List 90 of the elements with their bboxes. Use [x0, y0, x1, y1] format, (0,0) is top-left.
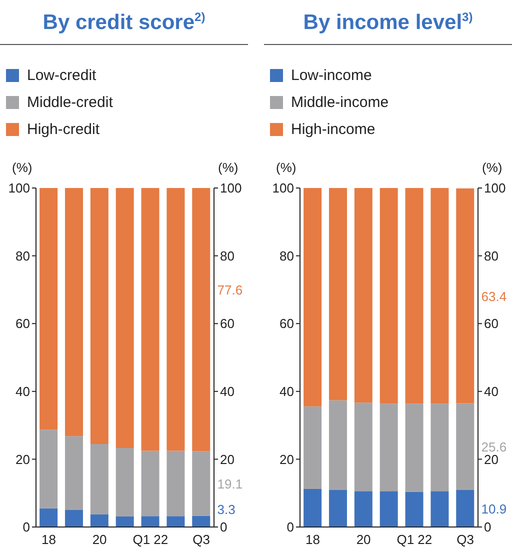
bar [90, 188, 108, 444]
bar [354, 402, 372, 492]
bar [40, 430, 58, 508]
bar [430, 188, 449, 404]
bar [141, 188, 160, 451]
y2-tick-label: 40 [220, 384, 234, 400]
bar [116, 188, 134, 448]
y-tick-label: 80 [16, 248, 30, 264]
bar [40, 508, 58, 527]
bar [304, 188, 322, 406]
y-axis-title: (%) [276, 160, 296, 175]
bar [405, 188, 424, 404]
bar [430, 491, 449, 527]
chart-title: By credit score$^{2)}$ [42, 10, 206, 34]
text: 3.3 [217, 502, 236, 518]
y2-axis-title: (%) [482, 160, 502, 175]
bar [380, 404, 398, 492]
bar [40, 188, 58, 430]
bar [116, 516, 134, 527]
text: 10.9 [481, 502, 507, 517]
y2-tick-label: 100 [220, 180, 242, 196]
y-tick-label: 0 [22, 520, 30, 535]
legend-label: Middle-credit [27, 93, 113, 113]
y-tick-label: 40 [16, 384, 30, 400]
x-tick-label: 18 [41, 532, 56, 548]
bar [116, 448, 134, 516]
y-tick-label: 60 [16, 316, 30, 332]
bar [64, 436, 83, 510]
y-tick-label: 80 [280, 248, 294, 264]
x-tick-label: Q3 [456, 532, 474, 548]
text: 63.4 [481, 288, 507, 304]
bar [166, 188, 185, 451]
bar [90, 444, 108, 514]
bar [304, 489, 322, 527]
y-tick-label: 100 [8, 180, 30, 196]
bar [90, 514, 108, 527]
bar [328, 188, 347, 400]
y2-tick-label: 100 [484, 180, 506, 196]
y-tick-label: 100 [272, 180, 294, 196]
legend-label: Low-income [291, 66, 372, 86]
bar [141, 450, 160, 516]
bar [64, 188, 83, 436]
y2-tick-label: 60 [484, 316, 498, 332]
y-tick-label: 20 [280, 452, 294, 467]
bar [456, 490, 474, 527]
y2-tick-label: 80 [220, 248, 234, 264]
x-tick-label: 20 [92, 532, 107, 548]
y2-tick-label: 0 [484, 520, 492, 535]
y-tick-label: 40 [280, 384, 294, 400]
bar [166, 516, 185, 527]
text: 19.1 [217, 476, 243, 492]
chart-title: By income level$^{3)}$ [303, 10, 473, 34]
bar [354, 188, 372, 403]
bar [141, 516, 160, 527]
bar [304, 406, 322, 490]
legend-label: High-income [291, 120, 376, 140]
legend-label: Middle-income [291, 93, 389, 113]
bar [192, 516, 210, 527]
x-tick-label: 20 [356, 532, 371, 548]
bar [328, 400, 347, 490]
y2-tick-label: 20 [220, 452, 234, 467]
y-tick-label: 20 [16, 452, 30, 467]
bar [166, 450, 185, 516]
bar [456, 403, 474, 490]
bar [380, 188, 398, 404]
bar [380, 491, 398, 527]
bar [192, 188, 210, 452]
x-tick-label: Q1 22 [132, 532, 168, 548]
y2-tick-label: 80 [484, 248, 498, 264]
bar [405, 404, 424, 492]
bar [328, 490, 347, 527]
text: 77.6 [217, 282, 243, 298]
bar [354, 491, 372, 527]
y2-tick-label: 60 [220, 316, 234, 332]
y-tick-label: 0 [286, 520, 294, 535]
x-tick-label: Q3 [192, 532, 210, 548]
bar [456, 188, 474, 404]
bar [64, 510, 83, 527]
y-tick-label: 60 [280, 316, 294, 332]
y2-axis-title: (%) [218, 160, 238, 175]
bar [430, 404, 449, 492]
y2-tick-label: 0 [220, 520, 228, 535]
y-axis-title: (%) [12, 160, 32, 175]
x-tick-label: Q1 22 [396, 532, 432, 548]
bar [192, 451, 210, 516]
legend-label: High-credit [27, 120, 100, 140]
bar [405, 492, 424, 527]
y2-tick-label: 40 [484, 384, 498, 400]
legend-label: Low-credit [27, 66, 96, 86]
x-tick-label: 18 [305, 532, 320, 548]
